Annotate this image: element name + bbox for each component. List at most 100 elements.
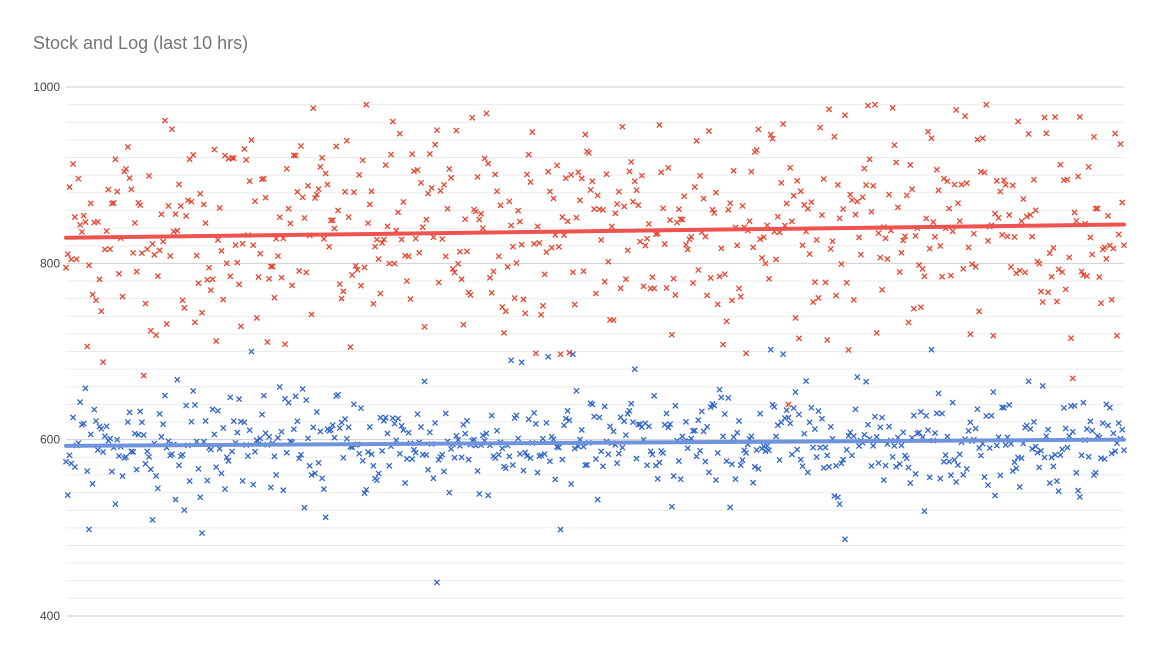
data-point (820, 464, 827, 471)
data-point (834, 494, 841, 501)
data-point (827, 245, 834, 252)
data-point (951, 181, 958, 188)
data-point (861, 431, 868, 438)
data-point (903, 455, 910, 462)
data-point (1037, 447, 1045, 454)
data-point (912, 470, 919, 477)
data-point (670, 473, 677, 480)
data-point (539, 435, 546, 442)
data-point (1059, 268, 1066, 276)
data-point (236, 281, 243, 288)
data-point (377, 290, 384, 297)
data-point (234, 259, 241, 266)
data-point (878, 286, 886, 293)
data-point (451, 269, 458, 276)
data-point (840, 456, 847, 463)
data-point (886, 191, 893, 198)
data-point (515, 207, 522, 214)
data-point (308, 311, 315, 318)
data-point (440, 468, 448, 475)
data-point (101, 433, 108, 440)
data-point (416, 249, 423, 256)
data-point (343, 435, 350, 442)
data-point (886, 423, 893, 430)
data-point (492, 171, 499, 178)
data-point (532, 350, 539, 357)
data-point (848, 197, 856, 204)
data-point (804, 469, 811, 476)
data-point (1036, 260, 1043, 267)
data-point (693, 453, 700, 460)
data-point (509, 243, 516, 250)
data-point (285, 399, 292, 406)
data-point (679, 216, 686, 223)
data-point (931, 429, 939, 437)
data-point (665, 164, 672, 171)
data-point (396, 450, 403, 457)
data-point (663, 410, 670, 417)
data-point (290, 152, 297, 159)
data-point (871, 413, 879, 420)
data-point (179, 451, 186, 458)
data-point (532, 420, 539, 427)
data-point (122, 453, 130, 461)
data-point (356, 171, 363, 178)
data-point (808, 199, 815, 206)
data-point (780, 120, 787, 128)
data-point (944, 433, 951, 440)
data-point (407, 296, 414, 303)
data-point (315, 185, 322, 193)
data-point (1076, 113, 1083, 121)
data-point (583, 461, 591, 468)
data-point (546, 458, 554, 465)
data-point (361, 264, 368, 271)
data-point (430, 234, 437, 241)
data-point (919, 265, 926, 272)
data-point (891, 142, 898, 149)
data-point (320, 486, 327, 493)
data-point (267, 484, 274, 491)
trendline-series-1 (64, 437, 1126, 448)
data-point (197, 190, 204, 197)
data-point (946, 458, 953, 465)
data-point (221, 485, 229, 493)
data-point (333, 143, 340, 150)
data-point (495, 451, 502, 458)
data-point (417, 423, 425, 431)
data-point (684, 445, 691, 452)
data-point (395, 415, 402, 422)
data-point (241, 419, 248, 426)
data-point (508, 357, 515, 364)
data-point (1043, 130, 1050, 137)
data-point (439, 235, 446, 243)
data-point (589, 401, 596, 408)
data-point (442, 253, 449, 260)
data-point (1053, 478, 1060, 485)
data-point (833, 462, 840, 469)
data-point (571, 445, 578, 452)
data-point (845, 346, 852, 354)
data-point (483, 430, 490, 437)
data-point (926, 245, 933, 252)
data-point (689, 279, 697, 287)
data-point (456, 248, 463, 255)
data-point (933, 410, 940, 417)
data-point (345, 424, 352, 431)
data-point (73, 256, 80, 263)
data-point (651, 392, 658, 399)
data-point (131, 219, 138, 227)
data-point (163, 320, 170, 328)
data-point (175, 462, 183, 469)
data-point (981, 474, 988, 481)
data-point (301, 504, 308, 511)
data-point (1030, 418, 1037, 426)
data-point (564, 407, 571, 414)
data-point (582, 131, 589, 138)
data-point (1048, 273, 1055, 280)
data-point (89, 480, 96, 487)
data-point (711, 209, 718, 216)
data-point (511, 295, 518, 302)
data-point (785, 401, 792, 408)
data-point (659, 205, 667, 212)
data-point (783, 200, 790, 207)
